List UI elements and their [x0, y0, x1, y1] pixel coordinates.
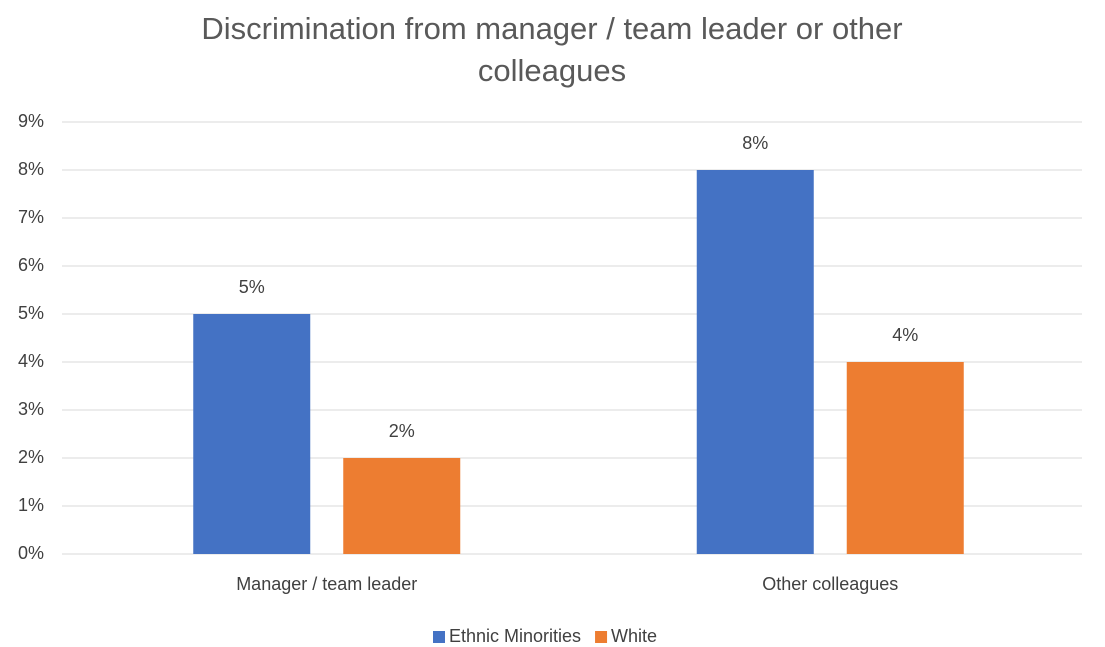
- legend-label: Ethnic Minorities: [449, 626, 581, 646]
- y-tick-label: 2%: [18, 447, 44, 467]
- legend-swatch: [433, 631, 445, 643]
- legend-swatch: [595, 631, 608, 643]
- data-label: 2%: [389, 421, 415, 441]
- bar: [696, 170, 814, 554]
- y-tick-label: 8%: [18, 159, 44, 179]
- bar: [193, 314, 311, 554]
- data-label: 4%: [892, 325, 918, 345]
- y-tick-label: 7%: [18, 207, 44, 227]
- x-tick-label: Manager / team leader: [236, 574, 417, 594]
- y-tick-label: 5%: [18, 303, 44, 323]
- chart-title: Discrimination from manager / team leade…: [201, 11, 903, 88]
- bar: [846, 362, 964, 554]
- x-tick-label: Other colleagues: [762, 574, 898, 594]
- data-label: 5%: [239, 277, 265, 297]
- y-tick-label: 9%: [18, 111, 44, 131]
- y-tick-label: 3%: [18, 399, 44, 419]
- y-tick-label: 1%: [18, 495, 44, 515]
- bar: [343, 458, 461, 554]
- y-tick-label: 6%: [18, 255, 44, 275]
- data-label: 8%: [742, 133, 768, 153]
- y-tick-label: 0%: [18, 543, 44, 563]
- y-tick-label: 4%: [18, 351, 44, 371]
- legend-label: White: [611, 626, 657, 646]
